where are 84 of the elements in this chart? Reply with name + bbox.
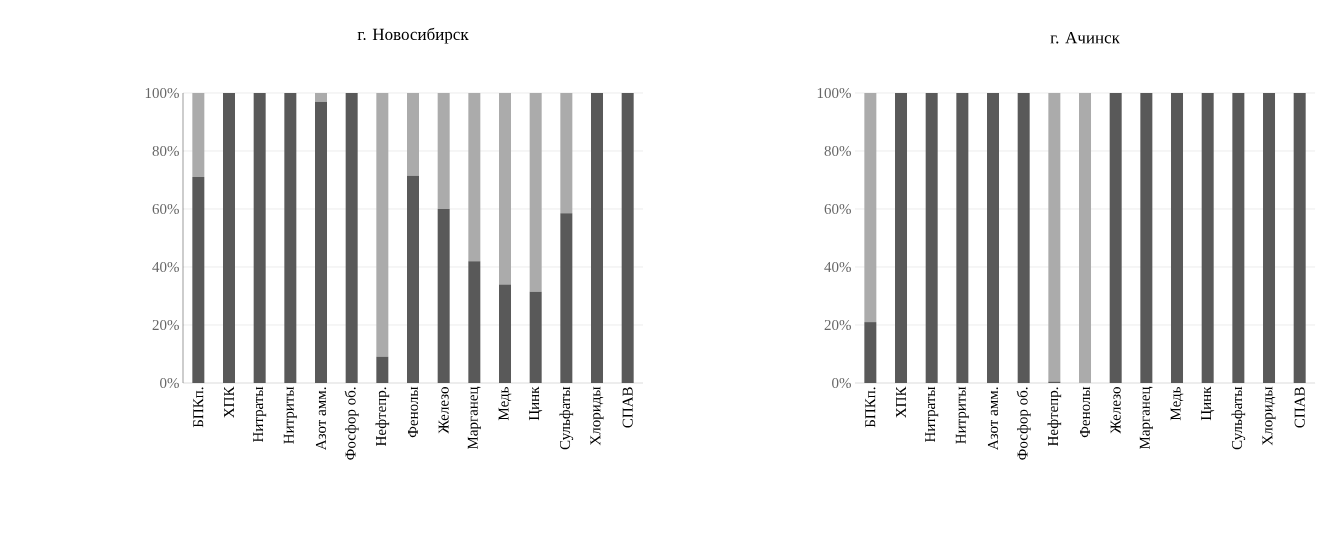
bar <box>529 291 542 383</box>
x-tick-label: Нитриты <box>283 386 297 444</box>
bar <box>1293 93 1306 383</box>
bar <box>1017 93 1030 383</box>
bar <box>1048 93 1061 382</box>
x-tick-label: Цинк <box>529 386 543 421</box>
bar <box>192 177 205 383</box>
x-tick-label: Фенолы <box>1080 386 1090 438</box>
bar <box>1263 93 1276 383</box>
x-tick-label: ХПК <box>224 386 234 418</box>
x-tick-label: СПАВ <box>1294 387 1305 428</box>
bar <box>345 93 358 383</box>
bar <box>376 356 389 383</box>
x-tick-label: Нитраты <box>253 386 267 443</box>
bar <box>987 93 1000 383</box>
x-tick-label: Железо <box>438 387 449 434</box>
y-tick-label: 80% <box>824 145 851 157</box>
chart-title: г. Новосибирск <box>357 27 469 44</box>
y-tick-label: 40% <box>824 261 851 273</box>
bar <box>895 93 908 383</box>
y-tick-label: 20% <box>824 319 851 331</box>
x-tick-label: Марганец <box>1139 386 1153 450</box>
y-tick-label: 100% <box>817 87 851 99</box>
x-tick-label: ХПК <box>896 386 906 418</box>
bar <box>376 93 389 357</box>
bar <box>315 93 327 102</box>
bar <box>1140 93 1153 383</box>
x-tick-label: Нитриты <box>955 386 969 444</box>
y-tick-label: 80% <box>152 145 179 157</box>
x-tick-label: Медь <box>498 386 512 421</box>
x-tick-label: Хлориды <box>1262 386 1276 446</box>
x-tick-label: Цинк <box>1201 386 1215 421</box>
bar <box>468 93 481 262</box>
bar <box>529 93 542 292</box>
x-tick-label: Фосфор об. <box>1016 387 1031 460</box>
bar <box>468 261 481 383</box>
bar <box>253 93 266 383</box>
bar <box>437 93 450 209</box>
x-tick-label: Нефтепр. <box>375 387 390 446</box>
bar <box>223 93 235 383</box>
bar <box>591 93 603 383</box>
bar <box>499 93 511 285</box>
x-tick-label: Медь <box>1170 386 1184 421</box>
bar <box>864 93 877 323</box>
x-tick-label: БПКп. <box>193 387 204 428</box>
x-tick-label: Сульфаты <box>559 386 574 450</box>
chart-title: г. Ачинск <box>1050 32 1120 44</box>
bar <box>315 101 327 383</box>
y-tick-label: 60% <box>152 203 179 215</box>
bar <box>621 93 634 383</box>
y-tick-label: 0% <box>832 377 851 389</box>
bar <box>1109 93 1122 383</box>
x-tick-label: СПАВ <box>622 387 633 428</box>
bar <box>407 93 419 176</box>
bar <box>437 209 450 383</box>
bar <box>956 93 969 383</box>
x-tick-label: Железо <box>1110 387 1121 434</box>
bar <box>1079 93 1092 383</box>
bar <box>925 93 938 383</box>
y-tick-label: 60% <box>824 203 851 215</box>
bar <box>1232 93 1245 383</box>
bar <box>560 213 573 383</box>
bar <box>1201 93 1214 383</box>
x-tick-label: Марганец <box>467 386 481 450</box>
y-tick-label: 100% <box>145 87 179 99</box>
x-tick-label: Сульфаты <box>1231 386 1246 450</box>
x-tick-label: Фосфор об. <box>344 387 359 460</box>
x-tick-label: Хлориды <box>590 386 604 446</box>
bar <box>560 93 573 214</box>
bar <box>864 322 877 383</box>
x-tick-label: Нитраты <box>925 386 939 443</box>
y-tick-label: 0% <box>160 377 179 389</box>
bar <box>192 93 205 178</box>
bar <box>1171 93 1184 383</box>
y-tick-label: 20% <box>152 319 179 331</box>
x-tick-label: БПКп. <box>865 387 876 428</box>
y-tick-label: 40% <box>152 261 179 273</box>
bar <box>499 284 511 383</box>
x-tick-label: Азот амм. <box>987 387 999 451</box>
x-tick-label: Фенолы <box>408 386 418 438</box>
x-tick-label: Нефтепр. <box>1047 387 1062 446</box>
bar <box>407 175 419 383</box>
x-tick-label: Азот амм. <box>315 387 327 451</box>
bar <box>284 93 297 383</box>
